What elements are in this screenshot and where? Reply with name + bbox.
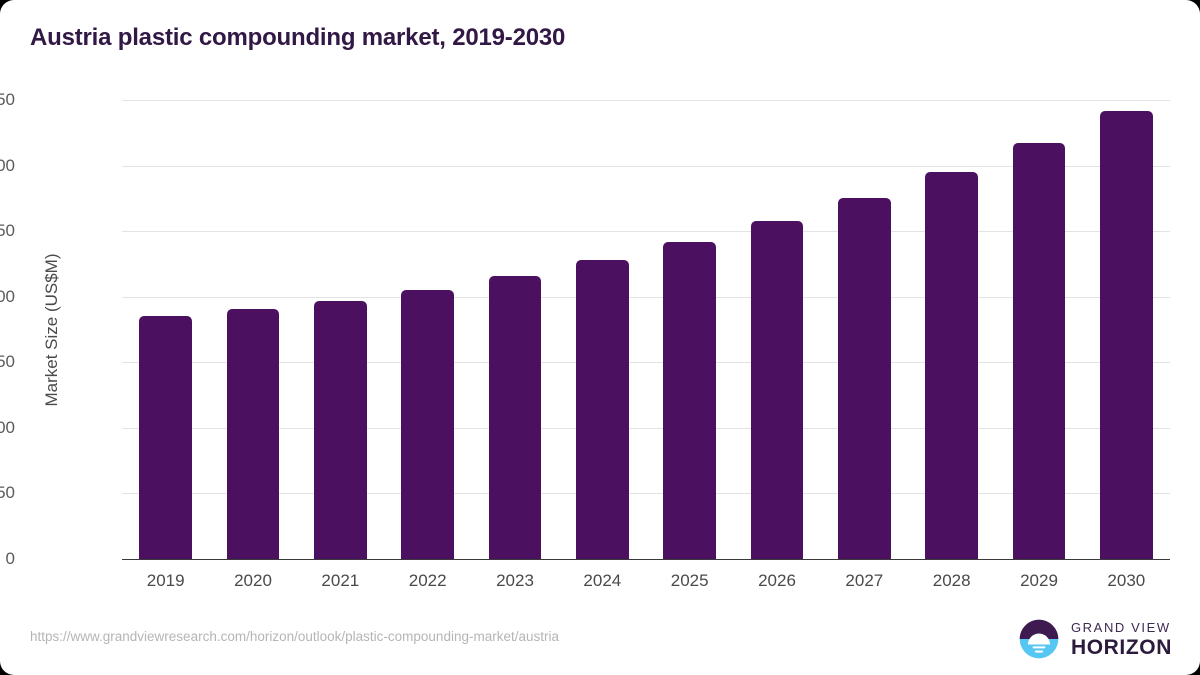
y-axis-tick-label: 1750 [0, 90, 15, 109]
y-axis-tick-label: 0 [5, 549, 15, 568]
x-axis-tick-label: 2025 [670, 571, 709, 590]
x-axis-tick-label: 2019 [146, 571, 185, 590]
brand-line-1: GRAND VIEW [1070, 619, 1171, 635]
x-axis-line [122, 558, 1170, 560]
y-axis-tick-label: 1500 [0, 155, 15, 175]
y-axis-tick-label: 1000 [0, 286, 15, 306]
page-title: Austria plastic compounding market, 2019… [30, 24, 566, 51]
x-axis-tick-label: 2029 [1020, 571, 1058, 590]
bar[interactable] [226, 308, 280, 559]
y-axis-tick-label: 500 [0, 417, 15, 437]
bar-column[interactable] [925, 100, 978, 559]
bar-series [122, 100, 1170, 559]
bar-column[interactable] [1012, 100, 1066, 559]
bar[interactable] [1100, 110, 1153, 559]
x-axis-tick-label: 2030 [1107, 571, 1146, 590]
brand-wordmark: GRAND VIEW HORIZON [1071, 621, 1172, 658]
gridline [122, 296, 1170, 298]
x-axis-tick-label: 2021 [321, 571, 360, 590]
gridline [122, 362, 1170, 364]
bar[interactable] [401, 290, 454, 559]
bar[interactable] [139, 316, 192, 559]
bar[interactable] [576, 259, 629, 559]
x-axis-tick-label: 2024 [583, 571, 622, 590]
brand-logo: GRAND VIEW HORIZON [1016, 616, 1172, 662]
bar-column[interactable] [1100, 100, 1153, 559]
x-axis-tick-label: 2022 [408, 571, 447, 590]
bar-column[interactable] [488, 100, 542, 559]
bar[interactable] [750, 220, 804, 559]
x-axis-tick-label: 2023 [496, 571, 534, 590]
gridline [122, 493, 1170, 495]
bar[interactable] [925, 172, 978, 559]
bar-column[interactable] [838, 100, 891, 559]
y-axis-tick-label: 250 [0, 483, 15, 503]
gridline [122, 427, 1170, 429]
horizon-circle-icon [1019, 619, 1059, 659]
x-axis-tick-label: 2028 [932, 571, 971, 590]
gridline [122, 165, 1170, 167]
x-axis-tick-label: 2020 [234, 571, 272, 590]
bar-column[interactable] [226, 100, 280, 559]
bar-column[interactable] [750, 100, 804, 559]
bar[interactable] [314, 301, 367, 559]
gridline [122, 231, 1170, 233]
brand-line-2: HORIZON [1070, 635, 1172, 659]
bar[interactable] [1012, 143, 1066, 559]
y-axis-tick-label: 1250 [0, 221, 15, 241]
y-axis-title: Market Size (US$M) [42, 252, 61, 407]
bar-column[interactable] [314, 100, 367, 559]
y-axis-tick-label: 750 [0, 352, 15, 372]
bar[interactable] [838, 197, 891, 559]
bar-column[interactable] [401, 100, 454, 559]
y-axis-title-wrap: Market Size (US$M) [42, 100, 61, 559]
source-url[interactable]: https://www.grandviewresearch.com/horizo… [30, 629, 559, 644]
bar-column[interactable] [663, 100, 716, 559]
x-axis-tick-label: 2027 [845, 571, 884, 590]
plot-area [122, 100, 1170, 560]
gridline [122, 100, 1170, 101]
x-axis-tick-label: 2026 [758, 571, 796, 590]
bar[interactable] [488, 275, 542, 559]
bar-column[interactable] [576, 100, 629, 559]
bar[interactable] [663, 241, 716, 559]
bar-column[interactable] [139, 100, 192, 559]
